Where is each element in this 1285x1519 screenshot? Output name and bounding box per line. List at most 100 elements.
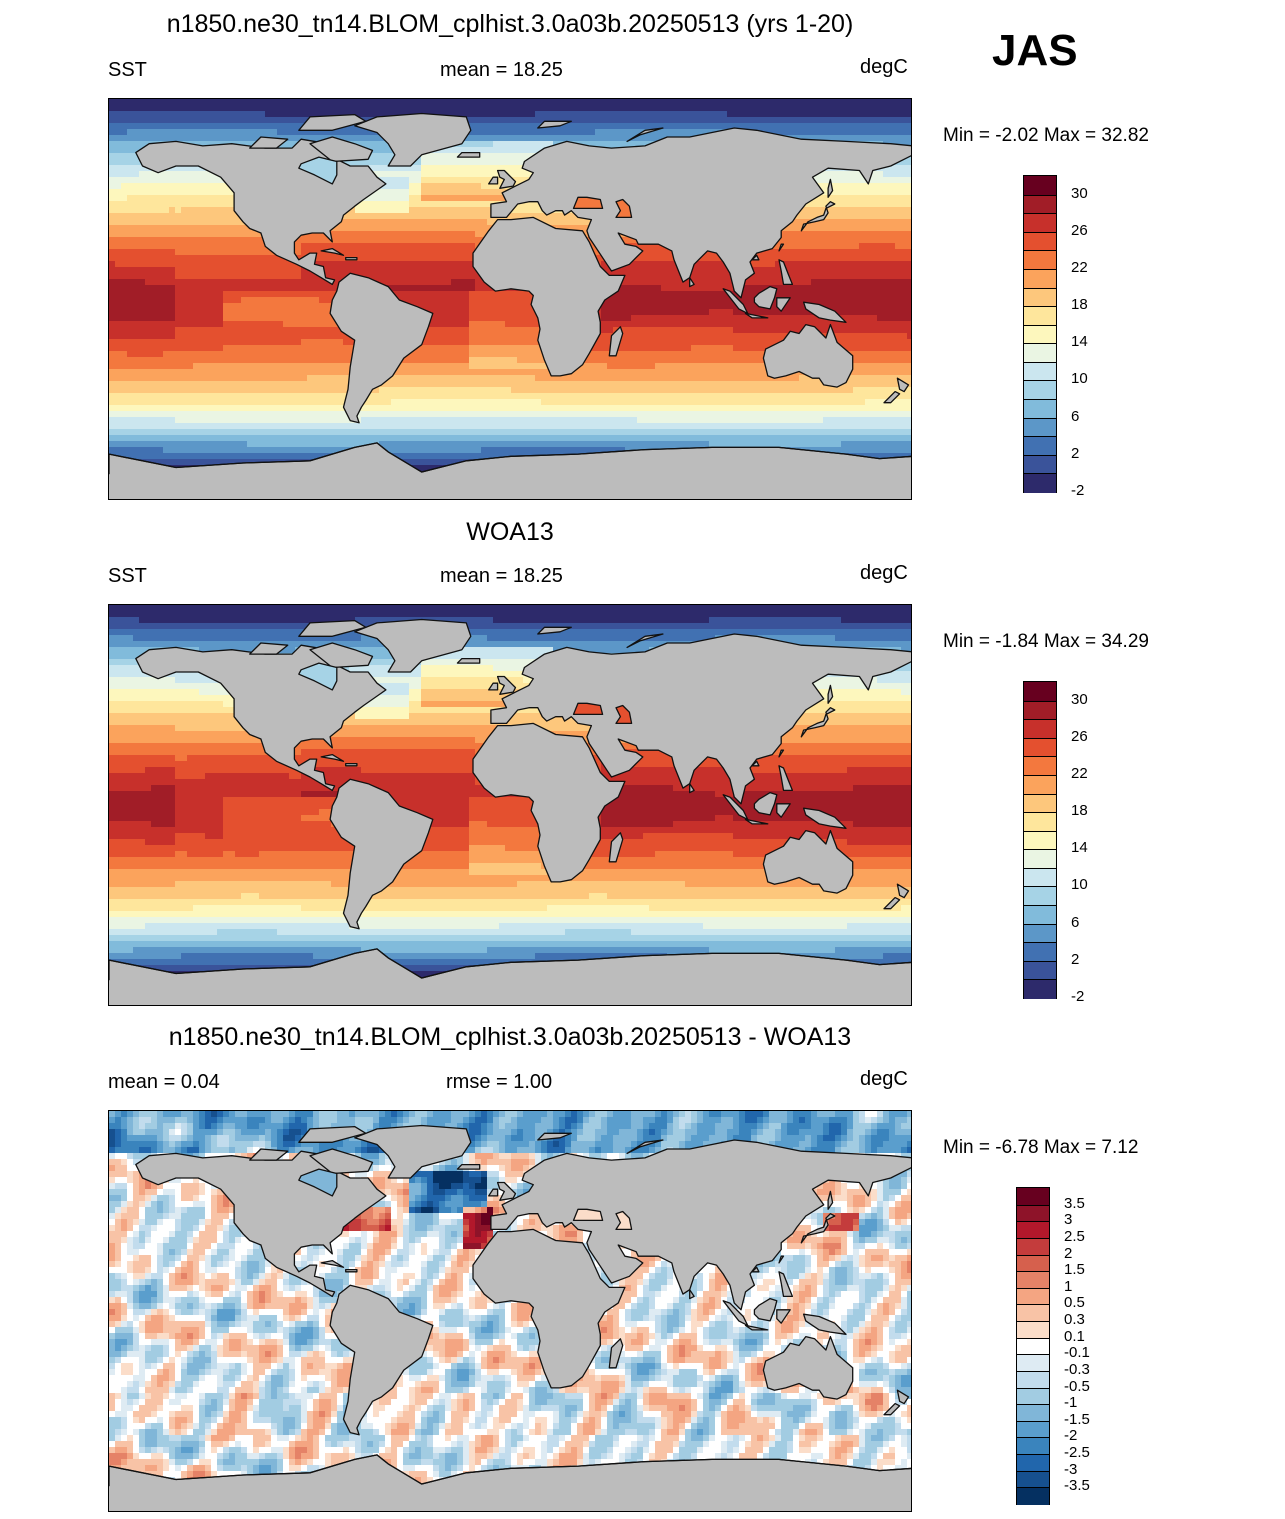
land-sulawesi [776,1309,791,1324]
land-nz_s [883,896,901,910]
land-svalbard [537,1132,572,1141]
land-sumatra [722,794,749,821]
colorbar-swatch [1024,979,1056,1000]
sea-caspian [615,1210,633,1231]
land-africa [472,1228,626,1389]
colorbar-swatch [1024,361,1056,382]
colorbar-swatch [1024,473,1056,494]
colorbar-tick-label: 18 [1071,296,1088,313]
land-australia [762,829,854,894]
map-canvas [109,99,911,499]
panel-center-label: mean = 18.25 [440,59,563,82]
colorbar-swatch [1024,436,1056,457]
colorbar-tick-label: -2.5 [1064,1444,1090,1461]
land-svalbard [537,626,572,635]
land-sakhalin [827,684,834,704]
colorbar-swatch [1017,1321,1049,1340]
colorbar-tick-label: 22 [1071,765,1088,782]
land-newguinea [802,1313,847,1335]
land-srilanka [689,1289,695,1300]
land-madagascar [608,1338,624,1369]
antarctic-shelf [109,474,911,499]
land-novaya [626,1139,664,1155]
colorbar-swatch [1017,1254,1049,1273]
land-newguinea [802,807,847,829]
land-uk [496,1181,517,1201]
land-hainan [751,760,760,767]
land-cuba [320,753,345,762]
colorbar-swatch [1024,793,1056,814]
panel-minmax: Min = -1.84 Max = 34.29 [943,631,1149,653]
colorbar-tick-label: 3 [1064,1211,1072,1228]
colorbar-swatch [1024,343,1056,364]
colorbar-swatch [1024,942,1056,963]
sea-blacksea [572,1208,604,1222]
land-madagascar [608,326,624,357]
land-eurasia [490,633,911,805]
colorbar-swatch [1017,1387,1049,1406]
colorbar-swatch [1024,380,1056,401]
land-nz_s [883,390,901,404]
sst-map-obs [108,604,912,1006]
colorbar-swatch [1024,287,1056,308]
colorbar-swatch [1017,1487,1049,1506]
land-novaya [626,127,664,143]
colorbar-tick-label: 0.1 [1064,1328,1085,1345]
colorbar [1023,681,1057,1000]
land-baffin [309,136,374,163]
sst-diff-map [108,1110,912,1512]
colorbar-tick-label: -2 [1064,1427,1077,1444]
colorbar-swatch [1024,250,1056,271]
land-iceland [456,151,481,158]
colorbar-tick-label: -2 [1071,482,1084,499]
land-srilanka [689,783,695,794]
colorbar-tick-label: 18 [1071,802,1088,819]
land-baffin [309,642,374,669]
land-greenland [354,112,472,167]
land-uk [496,675,517,695]
land-sumatra [722,1300,749,1327]
antarctic-coastline [109,442,911,473]
land-cuba [320,247,345,256]
colorbar-swatch [1017,1454,1049,1473]
colorbar-swatch [1024,756,1056,777]
land-japan [800,201,836,232]
land-java [744,312,769,319]
colorbar-swatch [1024,923,1056,944]
land-taiwan [778,749,785,758]
panel-title: n1850.ne30_tn14.BLOM_cplhist.3.0a03b.202… [0,10,1020,39]
land-japan [800,1213,836,1244]
land-nz_s [883,1402,901,1416]
colorbar-tick-label: -1.5 [1064,1411,1090,1428]
colorbar-swatch [1024,719,1056,740]
land-sulawesi [776,803,791,818]
colorbar-tick-label: -1 [1064,1394,1077,1411]
panel-left-label: SST [108,59,147,82]
sea-blacksea [572,702,604,716]
land-philippines [778,765,794,792]
season-label: JAS [992,26,1078,76]
land-uk [496,169,517,189]
colorbar-tick-label: -0.3 [1064,1361,1090,1378]
colorbar [1016,1187,1050,1506]
colorbar-swatch [1017,1204,1049,1223]
colorbar-tick-label: -2 [1071,988,1084,1005]
colorbar-tick-label: 0.5 [1064,1294,1085,1311]
colorbar [1023,175,1057,494]
colorbar-swatch [1017,1370,1049,1390]
colorbar-swatch [1017,1470,1049,1489]
land-borneo [753,1297,778,1322]
land-sakhalin [827,1190,834,1210]
colorbar-swatch [1017,1188,1049,1206]
land-africa [472,216,626,377]
colorbar-tick-label: 30 [1071,185,1088,202]
land-java [744,818,769,825]
colorbar-swatch [1024,867,1056,888]
sea-caspian [615,198,633,219]
sea-blacksea [572,196,604,210]
land-iceland [456,1163,481,1170]
bay-hudson [298,1168,338,1197]
colorbar-swatch [1024,737,1056,758]
colorbar-swatch [1017,1354,1049,1373]
colorbar-swatch [1024,268,1056,290]
